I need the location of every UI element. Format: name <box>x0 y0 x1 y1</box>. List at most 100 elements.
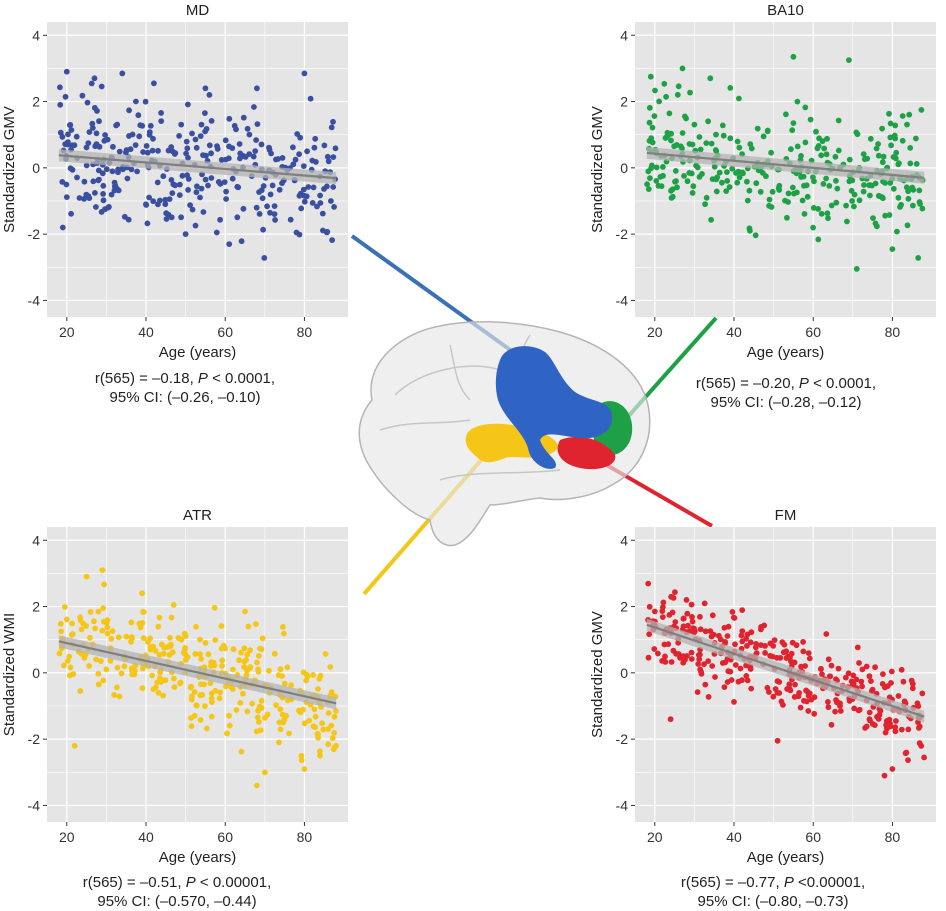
data-point <box>893 718 899 724</box>
data-point <box>825 704 832 711</box>
data-point <box>256 703 263 710</box>
data-point <box>736 95 742 102</box>
data-point <box>666 612 673 618</box>
data-point <box>731 699 737 705</box>
data-point <box>202 640 209 646</box>
y-tick-label: 0 <box>32 665 40 681</box>
brain-sulcus <box>449 344 471 401</box>
data-point <box>236 657 243 664</box>
data-point <box>85 140 92 147</box>
data-point <box>83 573 90 580</box>
data-point <box>828 202 835 209</box>
data-point <box>679 130 686 136</box>
data-point <box>888 142 894 149</box>
data-point <box>913 161 920 167</box>
data-point <box>762 650 768 656</box>
data-point <box>660 164 666 170</box>
data-point <box>672 619 679 625</box>
data-point <box>817 666 824 672</box>
data-point <box>311 706 318 713</box>
data-point <box>748 145 755 152</box>
data-point <box>142 98 149 105</box>
data-point <box>244 651 251 658</box>
md-region <box>495 346 613 469</box>
data-point <box>802 663 808 669</box>
data-point <box>67 122 74 128</box>
data-point <box>189 206 196 213</box>
data-point <box>674 184 680 191</box>
data-point <box>99 567 106 573</box>
data-point <box>69 631 76 637</box>
data-point <box>128 619 135 626</box>
data-point <box>170 181 177 188</box>
data-point <box>849 177 856 184</box>
data-point <box>252 148 259 155</box>
data-point <box>703 194 710 201</box>
data-point <box>770 693 777 700</box>
data-point <box>144 220 151 227</box>
regression-line <box>646 151 925 179</box>
data-point <box>259 195 266 202</box>
data-point <box>720 132 727 139</box>
data-point <box>768 204 775 210</box>
data-point <box>681 173 687 179</box>
data-point <box>805 708 812 714</box>
data-point <box>114 664 121 671</box>
data-point <box>91 104 98 111</box>
data-point <box>109 628 116 634</box>
data-point <box>730 614 737 621</box>
data-point <box>140 635 147 642</box>
data-point <box>818 152 825 159</box>
data-point <box>790 53 797 60</box>
data-point <box>114 684 120 691</box>
y-tick-label: 4 <box>32 27 40 43</box>
data-point <box>276 719 283 726</box>
data-point <box>58 628 64 635</box>
data-point <box>786 681 793 688</box>
data-point <box>208 695 215 702</box>
data-point <box>679 145 685 152</box>
data-point <box>229 175 236 182</box>
data-point <box>149 672 156 679</box>
stats-line-2: 95% CI: (–0.28, –0.12) <box>710 394 862 411</box>
data-point <box>652 87 658 94</box>
data-point <box>330 184 337 190</box>
data-point <box>807 116 814 123</box>
data-point <box>312 135 319 142</box>
data-point <box>860 151 867 158</box>
data-point <box>739 628 746 634</box>
data-point <box>818 210 825 217</box>
data-point <box>99 627 106 634</box>
data-point <box>93 141 100 148</box>
data-point <box>106 204 112 210</box>
data-point <box>824 210 831 217</box>
data-point <box>253 204 260 211</box>
data-point <box>185 101 191 108</box>
data-point <box>832 153 839 160</box>
data-point <box>834 185 841 192</box>
data-point <box>74 174 80 181</box>
data-point <box>155 623 162 630</box>
data-point <box>826 183 833 189</box>
data-point <box>240 114 247 121</box>
data-point <box>188 723 195 730</box>
data-point <box>68 127 75 133</box>
data-point <box>192 222 199 229</box>
data-point <box>271 203 278 210</box>
y-tick-label: 4 <box>32 532 40 548</box>
data-point <box>856 660 862 666</box>
data-point <box>867 182 873 189</box>
data-point <box>95 608 102 615</box>
data-point <box>734 138 741 145</box>
data-point <box>737 665 744 672</box>
data-point <box>271 650 278 657</box>
data-point <box>904 222 911 229</box>
data-point <box>668 187 674 194</box>
data-point <box>713 176 720 183</box>
data-point <box>256 211 263 217</box>
brain-sulcus <box>394 365 501 396</box>
data-point <box>296 151 302 158</box>
data-point <box>727 668 734 675</box>
data-point <box>168 214 175 221</box>
